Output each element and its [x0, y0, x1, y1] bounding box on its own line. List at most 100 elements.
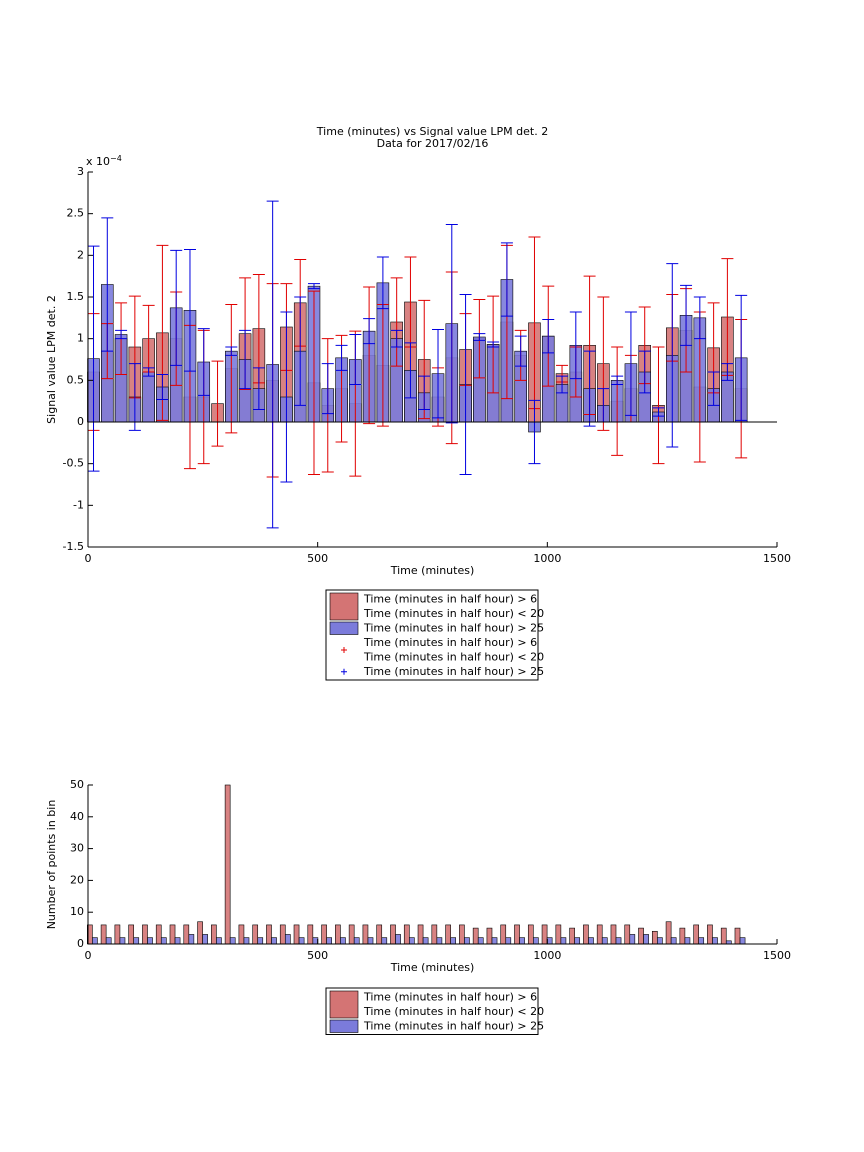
bar — [596, 924, 603, 945]
bar — [216, 937, 222, 945]
bar — [114, 924, 121, 945]
y-tick-label: 50 — [70, 778, 84, 791]
error-bar — [128, 363, 141, 431]
bar — [459, 924, 465, 945]
x-axis-label: Time (minutes) — [390, 961, 475, 974]
error-bar — [445, 224, 458, 424]
bar — [670, 937, 677, 945]
bar — [155, 924, 162, 945]
bar — [555, 924, 562, 945]
bar — [174, 937, 181, 945]
bar — [500, 924, 507, 945]
error-bar — [514, 335, 527, 367]
bar — [395, 934, 401, 945]
bar — [546, 937, 553, 945]
bar — [684, 937, 691, 945]
chart-title: Time (minutes) vs Signal value LPM det. … — [316, 125, 548, 138]
bar — [142, 371, 155, 423]
error-bar — [487, 341, 500, 348]
x-tick-label: 1500 — [763, 552, 791, 565]
bar — [712, 937, 718, 945]
error-bar — [156, 374, 169, 400]
bar — [734, 927, 741, 945]
bar — [257, 937, 264, 945]
bar — [638, 927, 644, 945]
legend-swatch — [329, 592, 359, 621]
error-bar — [335, 344, 348, 371]
y-tick-label: 1.5 — [67, 290, 85, 303]
y-tick-label: 2.5 — [67, 207, 85, 220]
error-bar — [680, 284, 693, 346]
error-bar — [294, 296, 307, 406]
y-tick-label: 20 — [70, 873, 84, 886]
error-bar — [459, 294, 472, 475]
error-bar — [735, 294, 748, 421]
error-bar — [611, 375, 624, 385]
bar — [119, 937, 126, 945]
bar — [348, 924, 355, 945]
bar — [588, 937, 594, 945]
bar — [321, 924, 327, 945]
bar — [601, 937, 608, 945]
error-bar — [142, 367, 155, 377]
x-tick-label: 500 — [307, 552, 328, 565]
bar — [266, 924, 272, 945]
legend-label: Time (minutes in half hour) < 20 — [363, 650, 544, 663]
bar — [698, 937, 705, 945]
x-tick-label: 500 — [307, 949, 328, 962]
bar — [376, 924, 383, 945]
bar — [615, 937, 622, 945]
legend-label: Time (minutes in half hour) > 6 — [363, 636, 537, 649]
x-tick-label: 1000 — [533, 552, 561, 565]
error-bar — [183, 249, 196, 372]
bar — [211, 924, 217, 945]
error-bar — [170, 249, 183, 366]
legend-label: Time (minutes in half hour) > 25 — [363, 665, 544, 678]
bar — [560, 937, 567, 945]
x-tick-label: 1000 — [533, 949, 561, 962]
error-bar — [101, 217, 114, 352]
bar — [491, 937, 498, 945]
legend — [325, 589, 539, 681]
error-bar — [197, 328, 210, 396]
bar — [238, 924, 245, 945]
bar — [541, 924, 548, 945]
error-bar — [225, 304, 238, 434]
error-bar — [707, 371, 720, 406]
error-bar — [280, 311, 293, 483]
x-tick-label: 0 — [85, 552, 92, 565]
bar — [472, 927, 479, 945]
y-offset-base: x 10 — [86, 155, 110, 168]
bar — [505, 937, 512, 945]
error-bar — [556, 375, 569, 394]
y-tick-label: 1 — [77, 332, 84, 345]
y-axis-label: Signal value LPM det. 2 — [45, 295, 58, 424]
bar — [464, 937, 470, 945]
bar — [160, 937, 167, 945]
error-bar — [404, 342, 417, 399]
error-bar — [652, 346, 665, 465]
bar — [514, 924, 520, 945]
bar — [340, 937, 346, 945]
y-tick-label: 0.5 — [67, 373, 85, 386]
error-bar — [87, 245, 100, 472]
error-bar — [390, 277, 403, 367]
bar — [147, 937, 153, 945]
bar — [739, 937, 746, 945]
error-bar — [611, 346, 624, 456]
y-tick-label: -1.5 — [63, 540, 84, 553]
legend-label: Time (minutes in half hour) > 6 — [363, 592, 537, 605]
bar — [519, 937, 525, 945]
bar — [693, 924, 699, 945]
bar — [643, 934, 649, 945]
bar — [720, 927, 727, 945]
bar — [403, 924, 410, 945]
bar — [367, 937, 374, 945]
legend-marker — [341, 668, 347, 675]
bar — [679, 927, 686, 945]
error-bar — [115, 329, 128, 340]
y-tick-label: 0 — [77, 937, 84, 950]
bar — [243, 937, 250, 945]
bar — [409, 937, 415, 945]
bar — [629, 934, 636, 945]
